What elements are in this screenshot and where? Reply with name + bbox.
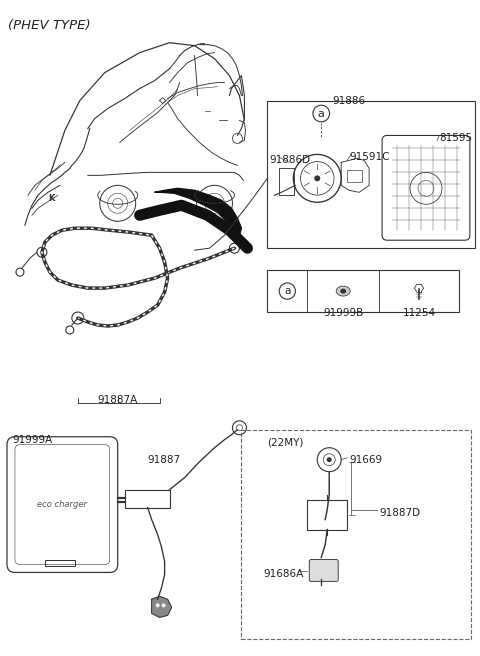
Circle shape (156, 604, 160, 607)
Circle shape (314, 175, 320, 181)
Text: 91887A: 91887A (97, 395, 138, 405)
Circle shape (327, 457, 332, 462)
Ellipse shape (340, 289, 346, 294)
Text: eco charger: eco charger (37, 500, 87, 509)
FancyBboxPatch shape (309, 560, 338, 581)
Text: 91686A: 91686A (264, 569, 304, 579)
Text: 91591C: 91591C (349, 152, 390, 163)
Ellipse shape (336, 286, 350, 296)
Polygon shape (152, 596, 171, 617)
Bar (241, 430, 471, 639)
Text: (PHEV TYPE): (PHEV TYPE) (8, 19, 91, 31)
Text: 91669: 91669 (349, 455, 382, 464)
Text: 91887: 91887 (148, 455, 181, 464)
Text: 11254: 11254 (402, 308, 435, 318)
Bar (307, 500, 347, 529)
Text: a: a (284, 286, 290, 296)
Text: 91999A: 91999A (12, 435, 52, 445)
Bar (125, 489, 169, 508)
Bar (347, 171, 362, 182)
Circle shape (162, 604, 166, 607)
Text: 81595: 81595 (439, 133, 472, 144)
Text: K: K (48, 194, 55, 203)
Text: 91887D: 91887D (379, 508, 420, 518)
Bar (45, 560, 75, 566)
Text: (22MY): (22MY) (267, 438, 304, 448)
Text: 91999B: 91999B (323, 308, 363, 318)
Bar (267, 100, 475, 248)
Bar (267, 270, 459, 312)
Text: a: a (318, 108, 324, 119)
Text: 91886: 91886 (333, 96, 366, 106)
Polygon shape (155, 188, 241, 236)
Text: 91886D: 91886D (269, 155, 311, 165)
